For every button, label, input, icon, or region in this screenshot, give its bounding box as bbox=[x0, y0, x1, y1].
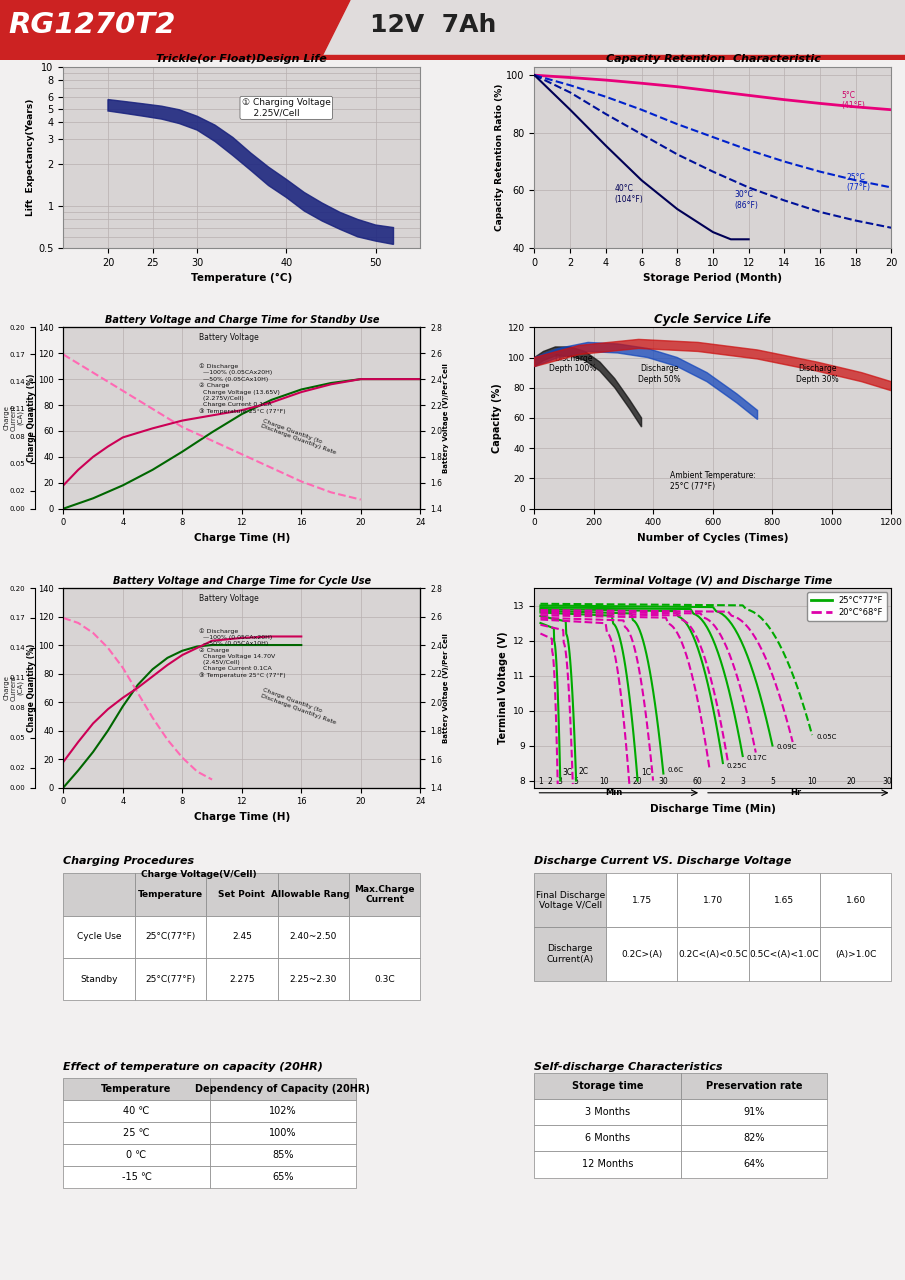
Text: 3: 3 bbox=[557, 777, 563, 786]
Text: 0.25C: 0.25C bbox=[727, 763, 748, 769]
Text: 1: 1 bbox=[538, 777, 543, 786]
Text: 60: 60 bbox=[692, 777, 702, 786]
Bar bbox=[0, 55, 905, 60]
Text: Effect of temperature on capacity (20HR): Effect of temperature on capacity (20HR) bbox=[63, 1062, 323, 1073]
Text: 0.09C: 0.09C bbox=[776, 744, 797, 750]
Text: Charge
Current
(CA): Charge Current (CA) bbox=[3, 404, 24, 431]
Polygon shape bbox=[0, 0, 350, 60]
Text: ① Discharge
  —100% (0.05CAx20H)
  —50% (0.05CAx10H)
② Charge
  Charge Voltage (: ① Discharge —100% (0.05CAx20H) —50% (0.0… bbox=[199, 364, 286, 413]
Text: 0.6C: 0.6C bbox=[667, 767, 683, 773]
Text: Min: Min bbox=[605, 788, 623, 797]
Text: ① Charging Voltage
    2.25V/Cell: ① Charging Voltage 2.25V/Cell bbox=[242, 99, 330, 118]
Text: Discharge
Depth 50%: Discharge Depth 50% bbox=[638, 365, 681, 384]
Text: 0.17C: 0.17C bbox=[747, 754, 767, 760]
Title: Trickle(or Float)Design Life: Trickle(or Float)Design Life bbox=[157, 54, 328, 64]
Text: Ambient Temperature:
25°C (77°F): Ambient Temperature: 25°C (77°F) bbox=[670, 471, 756, 490]
Y-axis label: Battery Voltage (V)/Per Cell: Battery Voltage (V)/Per Cell bbox=[443, 632, 450, 742]
X-axis label: Number of Cycles (Times): Number of Cycles (Times) bbox=[637, 532, 789, 543]
Text: 40°C
(104°F): 40°C (104°F) bbox=[614, 184, 643, 204]
Text: Self-discharge Characteristics: Self-discharge Characteristics bbox=[535, 1062, 723, 1073]
Y-axis label: Terminal Voltage (V): Terminal Voltage (V) bbox=[498, 631, 508, 744]
Text: 5°C
(41°F): 5°C (41°F) bbox=[842, 91, 865, 110]
Y-axis label: Battery Voltage (V)/Per Cell: Battery Voltage (V)/Per Cell bbox=[443, 364, 450, 472]
Text: 2C: 2C bbox=[578, 767, 588, 776]
Polygon shape bbox=[535, 347, 642, 428]
Text: 25°C
(77°F): 25°C (77°F) bbox=[847, 173, 871, 192]
Text: 30°C
(86°F): 30°C (86°F) bbox=[734, 191, 758, 210]
Text: 0.05C: 0.05C bbox=[816, 733, 836, 740]
Text: 3: 3 bbox=[740, 777, 745, 786]
Text: 20: 20 bbox=[847, 777, 856, 786]
Text: Discharge
Depth 30%: Discharge Depth 30% bbox=[795, 365, 838, 384]
Title: Battery Voltage and Charge Time for Standby Use: Battery Voltage and Charge Time for Stan… bbox=[105, 315, 379, 325]
Title: Capacity Retention  Characteristic: Capacity Retention Characteristic bbox=[605, 54, 821, 64]
Text: Discharge
Depth 100%: Discharge Depth 100% bbox=[549, 353, 597, 374]
Y-axis label: Charge Quantity (%): Charge Quantity (%) bbox=[27, 644, 36, 732]
Text: Charge Quantity (to
Discharge Quantity) Rate: Charge Quantity (to Discharge Quantity) … bbox=[260, 687, 338, 726]
Text: 3C: 3C bbox=[562, 768, 572, 777]
Y-axis label: Capacity Retention Ratio (%): Capacity Retention Ratio (%) bbox=[495, 83, 503, 230]
Text: 10: 10 bbox=[807, 777, 817, 786]
Polygon shape bbox=[535, 343, 757, 420]
Text: 2: 2 bbox=[548, 777, 553, 786]
Text: 12V  7Ah: 12V 7Ah bbox=[370, 13, 496, 37]
Y-axis label: Capacity (%): Capacity (%) bbox=[492, 383, 502, 453]
Polygon shape bbox=[535, 339, 891, 390]
Text: 30: 30 bbox=[659, 777, 668, 786]
Text: RG1270T2: RG1270T2 bbox=[8, 12, 176, 40]
Text: Battery Voltage: Battery Voltage bbox=[199, 594, 259, 603]
Text: 10: 10 bbox=[599, 777, 609, 786]
Polygon shape bbox=[108, 100, 394, 244]
Text: 30: 30 bbox=[882, 777, 892, 786]
Text: 20: 20 bbox=[633, 777, 643, 786]
Text: Charge Voltage(V/Cell): Charge Voltage(V/Cell) bbox=[141, 870, 257, 879]
Y-axis label: Charge Quantity (%): Charge Quantity (%) bbox=[27, 374, 36, 462]
X-axis label: Temperature (°C): Temperature (°C) bbox=[191, 273, 292, 283]
Y-axis label: Lift  Expectancy(Years): Lift Expectancy(Years) bbox=[26, 99, 35, 216]
X-axis label: Discharge Time (Min): Discharge Time (Min) bbox=[650, 804, 776, 814]
X-axis label: Storage Period (Month): Storage Period (Month) bbox=[643, 273, 783, 283]
Text: 5: 5 bbox=[770, 777, 775, 786]
Text: Hr: Hr bbox=[791, 788, 802, 797]
Text: Battery Voltage: Battery Voltage bbox=[199, 333, 259, 342]
Title: Cycle Service Life: Cycle Service Life bbox=[654, 314, 771, 326]
Title: Terminal Voltage (V) and Discharge Time: Terminal Voltage (V) and Discharge Time bbox=[594, 576, 832, 586]
Text: Charge Quantity (to
Discharge Quantity) Rate: Charge Quantity (to Discharge Quantity) … bbox=[260, 419, 338, 456]
X-axis label: Charge Time (H): Charge Time (H) bbox=[194, 812, 290, 822]
Text: Discharge Current VS. Discharge Voltage: Discharge Current VS. Discharge Voltage bbox=[535, 856, 792, 867]
Text: Charging Procedures: Charging Procedures bbox=[63, 856, 195, 867]
Text: 1C: 1C bbox=[642, 768, 652, 777]
Text: ① Discharge
  —100% (0.05CAx20H)
  —50% (0.05CAx10H)
② Charge
  Charge Voltage 1: ① Discharge —100% (0.05CAx20H) —50% (0.0… bbox=[199, 628, 286, 678]
Text: 5: 5 bbox=[574, 777, 578, 786]
Title: Battery Voltage and Charge Time for Cycle Use: Battery Voltage and Charge Time for Cycl… bbox=[113, 576, 371, 586]
Text: Charge
Current
(CA): Charge Current (CA) bbox=[3, 675, 24, 701]
X-axis label: Charge Time (H): Charge Time (H) bbox=[194, 532, 290, 543]
Legend: 25°C°77°F, 20°C°68°F: 25°C°77°F, 20°C°68°F bbox=[807, 593, 887, 621]
Text: 2: 2 bbox=[720, 777, 725, 786]
